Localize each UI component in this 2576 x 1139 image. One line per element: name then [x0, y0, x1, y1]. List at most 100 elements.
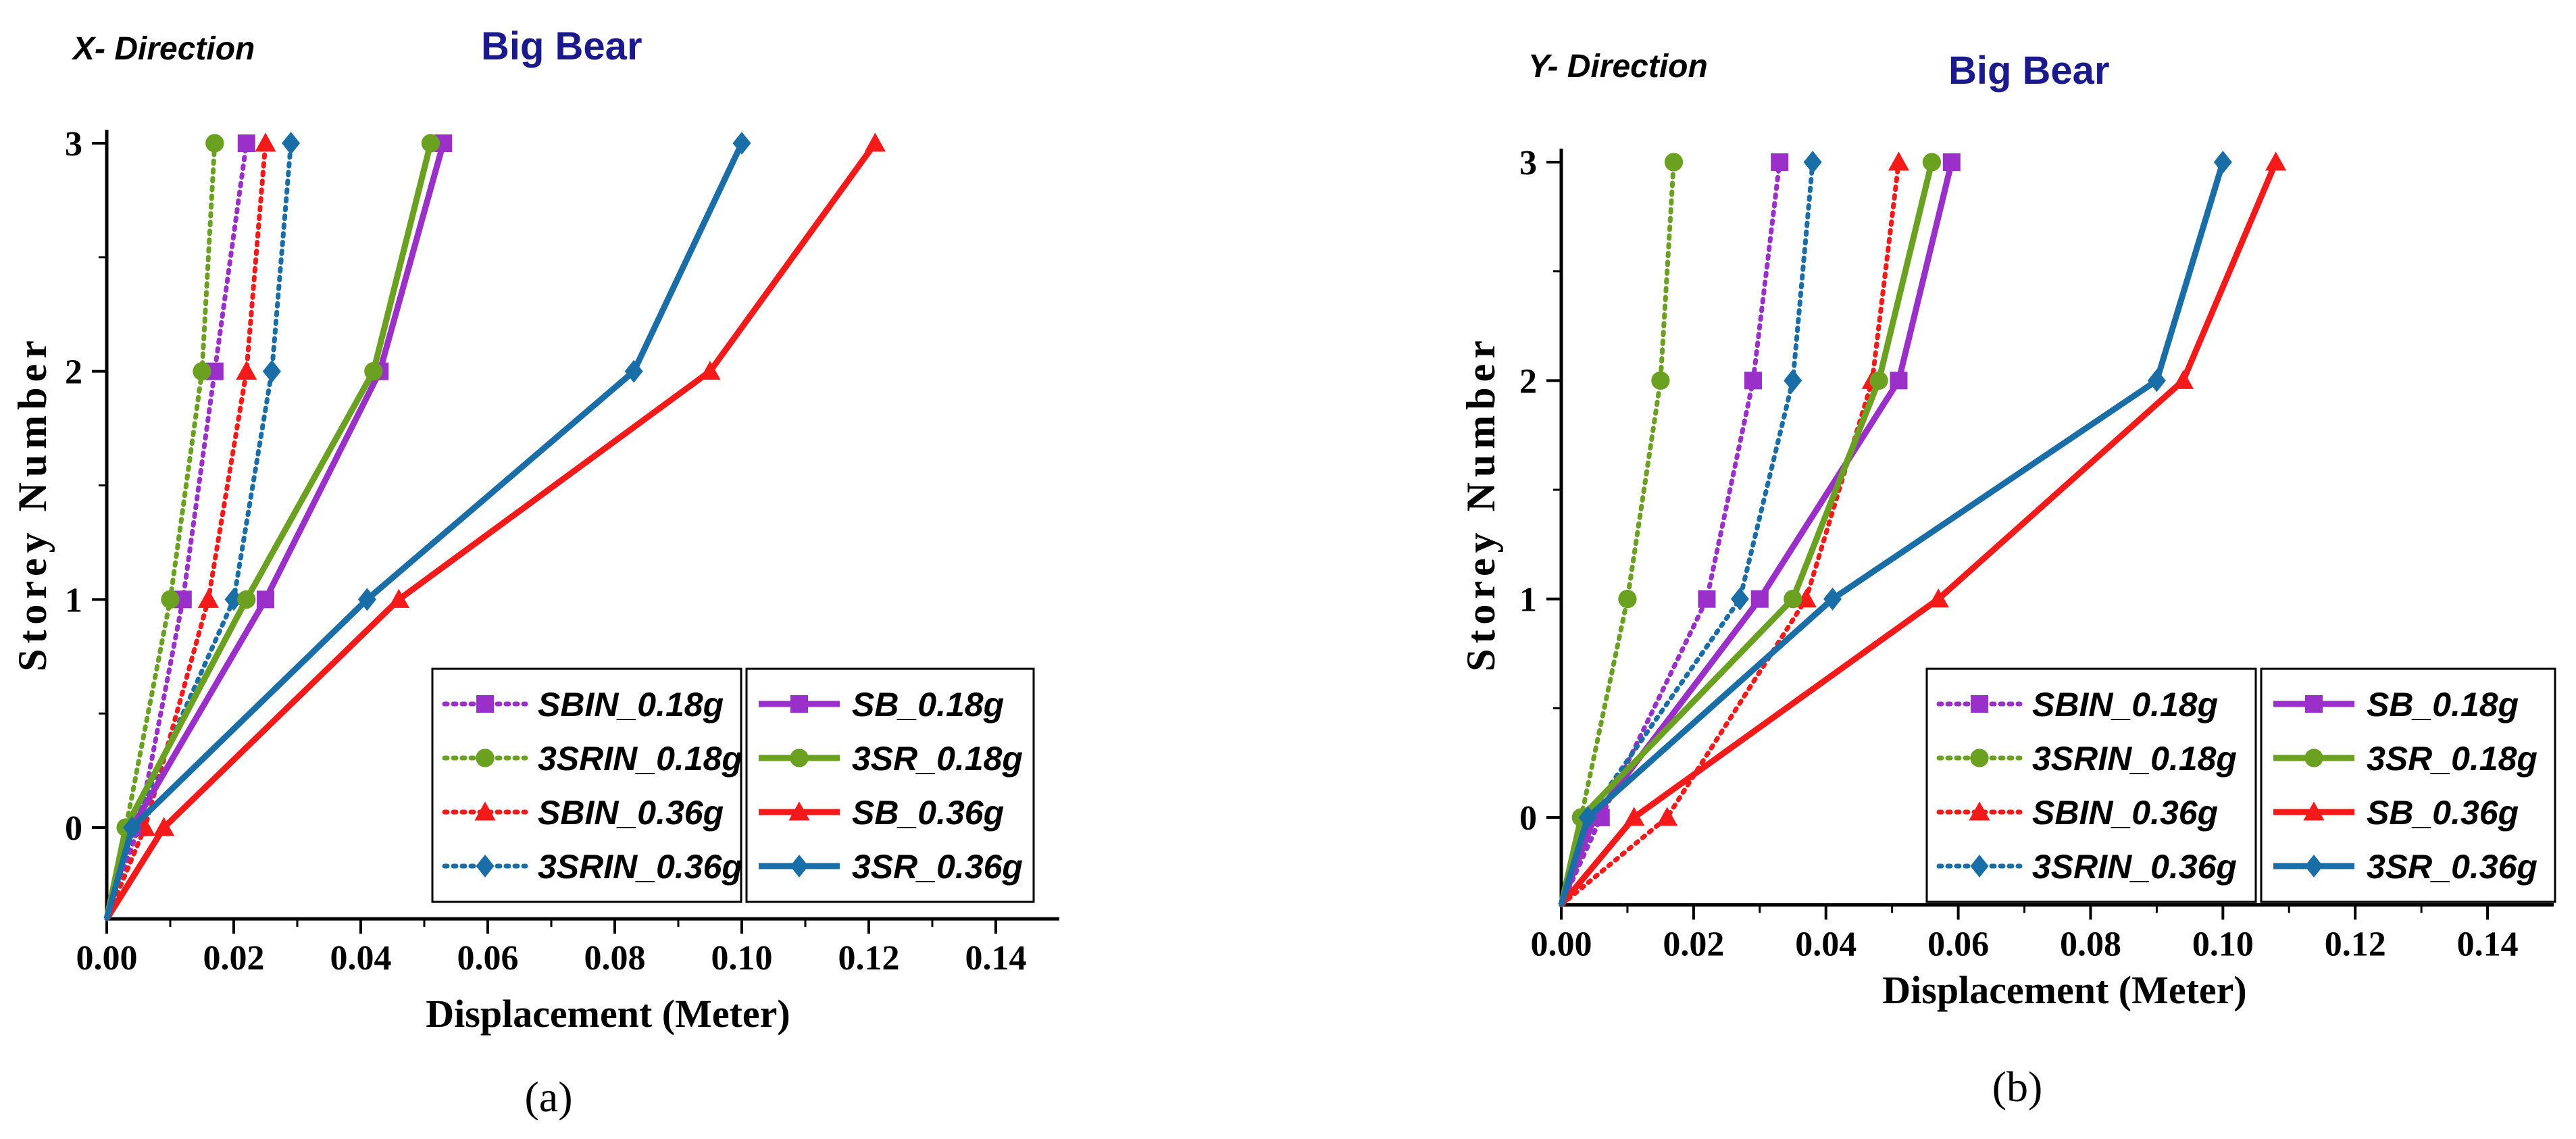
legend-marker-3SR_0.36g-marker [2304, 855, 2323, 878]
series-3SR_0.36g [103, 132, 751, 920]
data-point-3SRIN_0.36g-marker [262, 359, 281, 383]
data-point-SBIN_0.36g-marker [1888, 151, 1910, 171]
data-point-SB_0.36g-marker [1623, 807, 1645, 826]
data-point-SBIN_0.36g-marker [197, 588, 219, 608]
data-point-3SR_0.36g-marker [624, 359, 643, 383]
legend-label-3SR_0.18g: 3SR_0.18g [2367, 740, 2537, 778]
data-point-SBIN_0.36g-marker [1657, 807, 1678, 826]
data-point-3SR_0.36g-marker [1823, 587, 1842, 611]
chart-panel-b: 0.00 0.02 0.04 0.06 0.08 0.10 0.12 0.14 0 1 2 3 Y- D… [1459, 49, 2556, 1111]
data-point-3SR_0.18g-marker [237, 590, 256, 609]
x-tick-label: 0.04 [1795, 925, 1857, 963]
data-point-3SR_0.36g-marker [2147, 369, 2166, 393]
y-tick-label: 3 [1519, 144, 1537, 182]
direction-label: Y- Direction [1528, 49, 1708, 84]
legend-marker-3SRIN_0.36g-marker [476, 855, 495, 878]
legend: SBIN_0.18g 3SRIN_0.18g SBIN_0.36g 3SRIN_0.3… [431, 667, 1035, 903]
data-point-SBIN_0.36g-marker [255, 132, 276, 152]
x-tick-label: 0.14 [2457, 925, 2519, 963]
series-SB_0.36g [104, 132, 886, 921]
legend-marker-3SR_0.18g-marker [2304, 749, 2323, 767]
data-point-3SR_0.18g-marker [1869, 371, 1888, 390]
data-point-3SR_0.36g-marker [123, 816, 142, 839]
x-tick-label: 0.06 [1927, 925, 1989, 963]
legend-label-SB_0.18g: SB_0.18g [852, 686, 1004, 724]
series-3SR_0.36g [1558, 151, 2232, 906]
data-point-3SRIN_0.18g-marker [1651, 371, 1670, 390]
legend-marker-SBIN_0.36g-marker [474, 801, 496, 821]
legend-label-3SR_0.18g: 3SR_0.18g [852, 740, 1023, 778]
legend-marker-SB_0.36g-marker [788, 801, 810, 821]
series-SB_0.36g [1559, 151, 2287, 907]
data-point-SBIN_0.18g-marker [1698, 590, 1716, 608]
data-point-SB_0.36g-marker [2265, 151, 2287, 171]
x-tick-label: 0.10 [711, 939, 773, 978]
data-point-SBIN_0.18g-marker [1744, 372, 1763, 390]
direction-label: X- Direction [71, 31, 255, 67]
y-axis-label: Storey Number [1459, 335, 1503, 672]
legend-label-SB_0.18g: SB_0.18g [2367, 686, 2519, 724]
data-point-SB_0.18g-marker [1750, 590, 1769, 608]
legend-marker-SB_0.36g-marker [2303, 801, 2325, 821]
legend-label-SBIN_0.18g: SBIN_0.18g [538, 686, 724, 724]
data-point-3SR_0.36g-marker [1578, 806, 1597, 829]
x-axis-label: Displacement (Meter) [426, 992, 790, 1036]
data-point-3SR_0.36g-marker [357, 588, 376, 611]
y-tick-label: 1 [65, 581, 82, 619]
legend-label-3SRIN_0.36g: 3SRIN_0.36g [2032, 848, 2237, 886]
data-point-3SRIN_0.36g-marker [1784, 369, 1802, 393]
legend-label-SBIN_0.36g: SBIN_0.36g [2032, 794, 2218, 832]
data-point-3SRIN_0.36g-marker [1730, 587, 1749, 611]
x-tick-label: 0.00 [1531, 925, 1592, 963]
y-tick-label: 1 [1519, 581, 1537, 619]
legend-marker-SBIN_0.18g-marker [476, 695, 494, 713]
data-point-3SR_0.36g-marker [732, 132, 751, 155]
y-tick-label: 0 [1519, 799, 1537, 838]
series-3SR_0.18g [103, 134, 440, 919]
data-point-SB_0.36g-marker [153, 817, 175, 836]
legend-marker-SB_0.18g-marker [790, 695, 808, 713]
legend-label-SB_0.36g: SB_0.36g [852, 794, 1004, 832]
x-tick-label: 0.04 [330, 939, 392, 978]
legend-marker-SB_0.18g-marker [2305, 695, 2323, 713]
legend-marker-3SRIN_0.36g-marker [1970, 855, 1989, 878]
legend-marker-3SR_0.36g-marker [790, 855, 809, 878]
y-tick-label: 2 [65, 353, 82, 392]
chart-panel-a: 0.00 0.02 0.04 0.06 0.08 0.10 0.12 0.14 0 1 2 3 X- D… [10, 24, 1059, 1121]
data-point-3SRIN_0.36g-marker [224, 588, 243, 611]
legend-label-3SR_0.36g: 3SR_0.36g [2367, 848, 2537, 886]
x-tick-label: 0.00 [76, 939, 138, 978]
data-point-3SRIN_0.18g-marker [1618, 590, 1637, 609]
data-point-SB_0.18g-marker [1942, 153, 1961, 171]
data-point-3SRIN_0.36g-marker [1803, 151, 1822, 174]
legend-marker-SBIN_0.18g-marker [1971, 695, 1988, 713]
legend-marker-3SR_0.18g-marker [790, 749, 809, 767]
x-tick-label: 0.02 [1663, 925, 1724, 963]
x-tick-label: 0.02 [203, 939, 265, 978]
x-tick-label: 0.12 [2325, 925, 2386, 963]
y-tick-label: 3 [65, 125, 82, 163]
data-point-3SR_0.18g-marker [1784, 590, 1802, 609]
data-point-3SRIN_0.18g-marker [193, 362, 211, 381]
legend: SBIN_0.18g 3SRIN_0.18g SBIN_0.36g 3SRIN_0.3… [1925, 667, 2556, 903]
chart-title: Big Bear [481, 24, 642, 68]
panel-label: (a) [524, 1073, 572, 1121]
data-point-SB_0.36g-marker [864, 132, 886, 152]
legend-label-3SRIN_0.18g: 3SRIN_0.18g [2032, 740, 2237, 778]
legend-marker-3SRIN_0.18g-marker [476, 749, 495, 767]
x-tick-label: 0.12 [838, 939, 900, 978]
legend-label-3SRIN_0.36g: 3SRIN_0.36g [538, 848, 742, 886]
legend-label-3SRIN_0.18g: 3SRIN_0.18g [538, 740, 742, 778]
data-point-SBIN_0.36g-marker [236, 361, 257, 380]
data-point-SBIN_0.18g-marker [237, 134, 255, 152]
data-point-SB_0.18g-marker [1890, 372, 1908, 390]
y-tick-label: 2 [1519, 362, 1537, 401]
data-point-SB_0.36g-marker [388, 588, 409, 608]
data-point-SB_0.36g-marker [699, 361, 721, 380]
x-axis-label: Displacement (Meter) [1882, 968, 2246, 1012]
panel-label: (b) [1992, 1063, 2043, 1111]
data-point-SBIN_0.18g-marker [1771, 153, 1789, 171]
data-point-SB_0.18g-marker [257, 590, 274, 609]
data-point-3SR_0.18g-marker [1922, 153, 1942, 172]
